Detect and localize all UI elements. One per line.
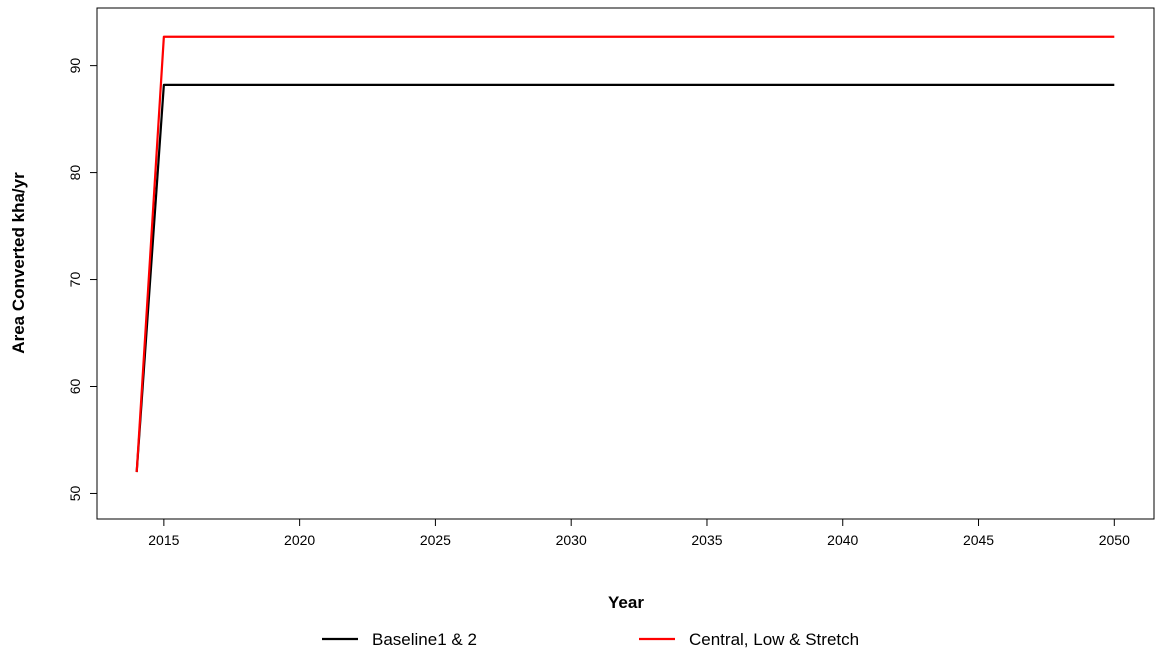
y-tick-label: 70 — [67, 272, 83, 288]
x-tick-label: 2015 — [148, 532, 179, 548]
y-tick-label: 50 — [67, 485, 83, 501]
legend-label-1: Central, Low & Stretch — [689, 630, 859, 649]
series-layer — [135, 35, 1115, 473]
x-axis-title: Year — [608, 593, 644, 612]
y-tick-label: 60 — [67, 379, 83, 395]
y-axis: 50 60 70 80 90 — [67, 58, 98, 501]
y-axis-title: Area Converted kha/yr — [9, 172, 28, 354]
y-tick-label: 80 — [67, 165, 83, 181]
x-tick-label: 2020 — [284, 532, 315, 548]
y-tick-label: 90 — [67, 58, 83, 74]
legend-label-0: Baseline1 & 2 — [372, 630, 477, 649]
x-tick-label: 2050 — [1099, 532, 1130, 548]
x-tick-label: 2045 — [963, 532, 994, 548]
legend: Baseline1 & 2 Central, Low & Stretch — [322, 630, 859, 649]
series-line-1 — [135, 35, 1115, 473]
x-tick-label: 2030 — [556, 532, 587, 548]
x-tick-label: 2040 — [827, 532, 858, 548]
x-tick-label: 2025 — [420, 532, 451, 548]
series-line-0 — [135, 83, 1115, 473]
x-tick-label: 2035 — [691, 532, 722, 548]
x-axis: 2015 2020 2025 2030 2035 2040 2045 2050 — [148, 518, 1130, 548]
